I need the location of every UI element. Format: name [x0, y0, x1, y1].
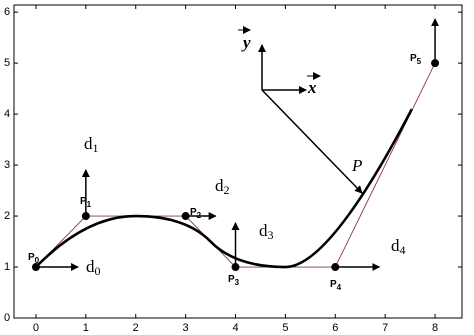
point-label-sub: 5	[417, 57, 422, 66]
frame-y-label: y	[241, 33, 251, 52]
direction-label: d0	[86, 257, 101, 278]
point-label-base: P	[190, 207, 197, 218]
y-tick-label: 4	[4, 108, 10, 120]
control-point	[81, 212, 90, 221]
direction-label-sub: 3	[268, 228, 274, 242]
point-label-base: P	[28, 252, 35, 263]
point-label: P1	[80, 196, 92, 209]
x-tick-label: 8	[432, 322, 438, 334]
y-tick-label: 3	[4, 159, 10, 171]
x-tick-label: 7	[382, 322, 388, 334]
point-label-sub: 0	[35, 256, 40, 265]
direction-label-base: d	[391, 236, 400, 255]
plot-frame	[13, 4, 463, 319]
direction-label: d2	[215, 176, 230, 197]
point-label-sub: 2	[197, 211, 202, 220]
point-label: P0	[28, 252, 40, 265]
control-point	[431, 59, 440, 68]
point-label: P3	[228, 274, 240, 287]
y-tick-label: 2	[4, 210, 10, 222]
control-point	[31, 263, 40, 272]
direction-label: d3	[259, 221, 274, 242]
control-point	[181, 212, 190, 221]
y-tick-label: 6	[4, 6, 10, 18]
point-label: P5	[410, 53, 422, 66]
control-point	[331, 263, 340, 272]
x-tick-label: 5	[282, 322, 288, 334]
control-point	[231, 263, 240, 272]
direction-label-sub: 4	[400, 243, 406, 257]
direction-label-base: d	[259, 221, 268, 240]
point-label-base: P	[330, 279, 337, 290]
x-tick-label: 3	[183, 322, 189, 334]
direction-label: d4	[391, 236, 406, 257]
curve-point-label: P	[351, 156, 362, 175]
direction-label: d1	[84, 134, 99, 155]
direction-label-base: d	[215, 176, 224, 195]
spline-curve	[35, 108, 413, 269]
direction-label-sub: 2	[224, 183, 230, 197]
x-tick-label: 6	[332, 322, 338, 334]
direction-label-base: d	[84, 134, 93, 153]
x-tick-label: 0	[33, 322, 39, 334]
point-label-base: P	[228, 274, 235, 285]
y-tick-label: 1	[4, 261, 10, 273]
point-label-base: P	[410, 53, 417, 64]
frame-position-vector	[261, 89, 363, 194]
y-tick-label: 5	[4, 57, 10, 69]
direction-label-sub: 0	[95, 264, 101, 278]
point-label-sub: 3	[235, 278, 240, 287]
y-tick-label: 0	[4, 312, 10, 324]
frame-x-label: x	[307, 78, 317, 97]
x-tick-label: 2	[133, 322, 139, 334]
direction-label-sub: 1	[93, 141, 99, 155]
point-label-sub: 4	[337, 283, 342, 292]
x-tick-label: 4	[232, 322, 238, 334]
point-label: P2	[190, 207, 202, 220]
direction-label-base: d	[86, 257, 95, 276]
point-label-sub: 1	[87, 200, 92, 209]
x-tick-label: 1	[83, 322, 89, 334]
point-label-base: P	[80, 196, 87, 207]
point-label: P4	[330, 279, 342, 292]
